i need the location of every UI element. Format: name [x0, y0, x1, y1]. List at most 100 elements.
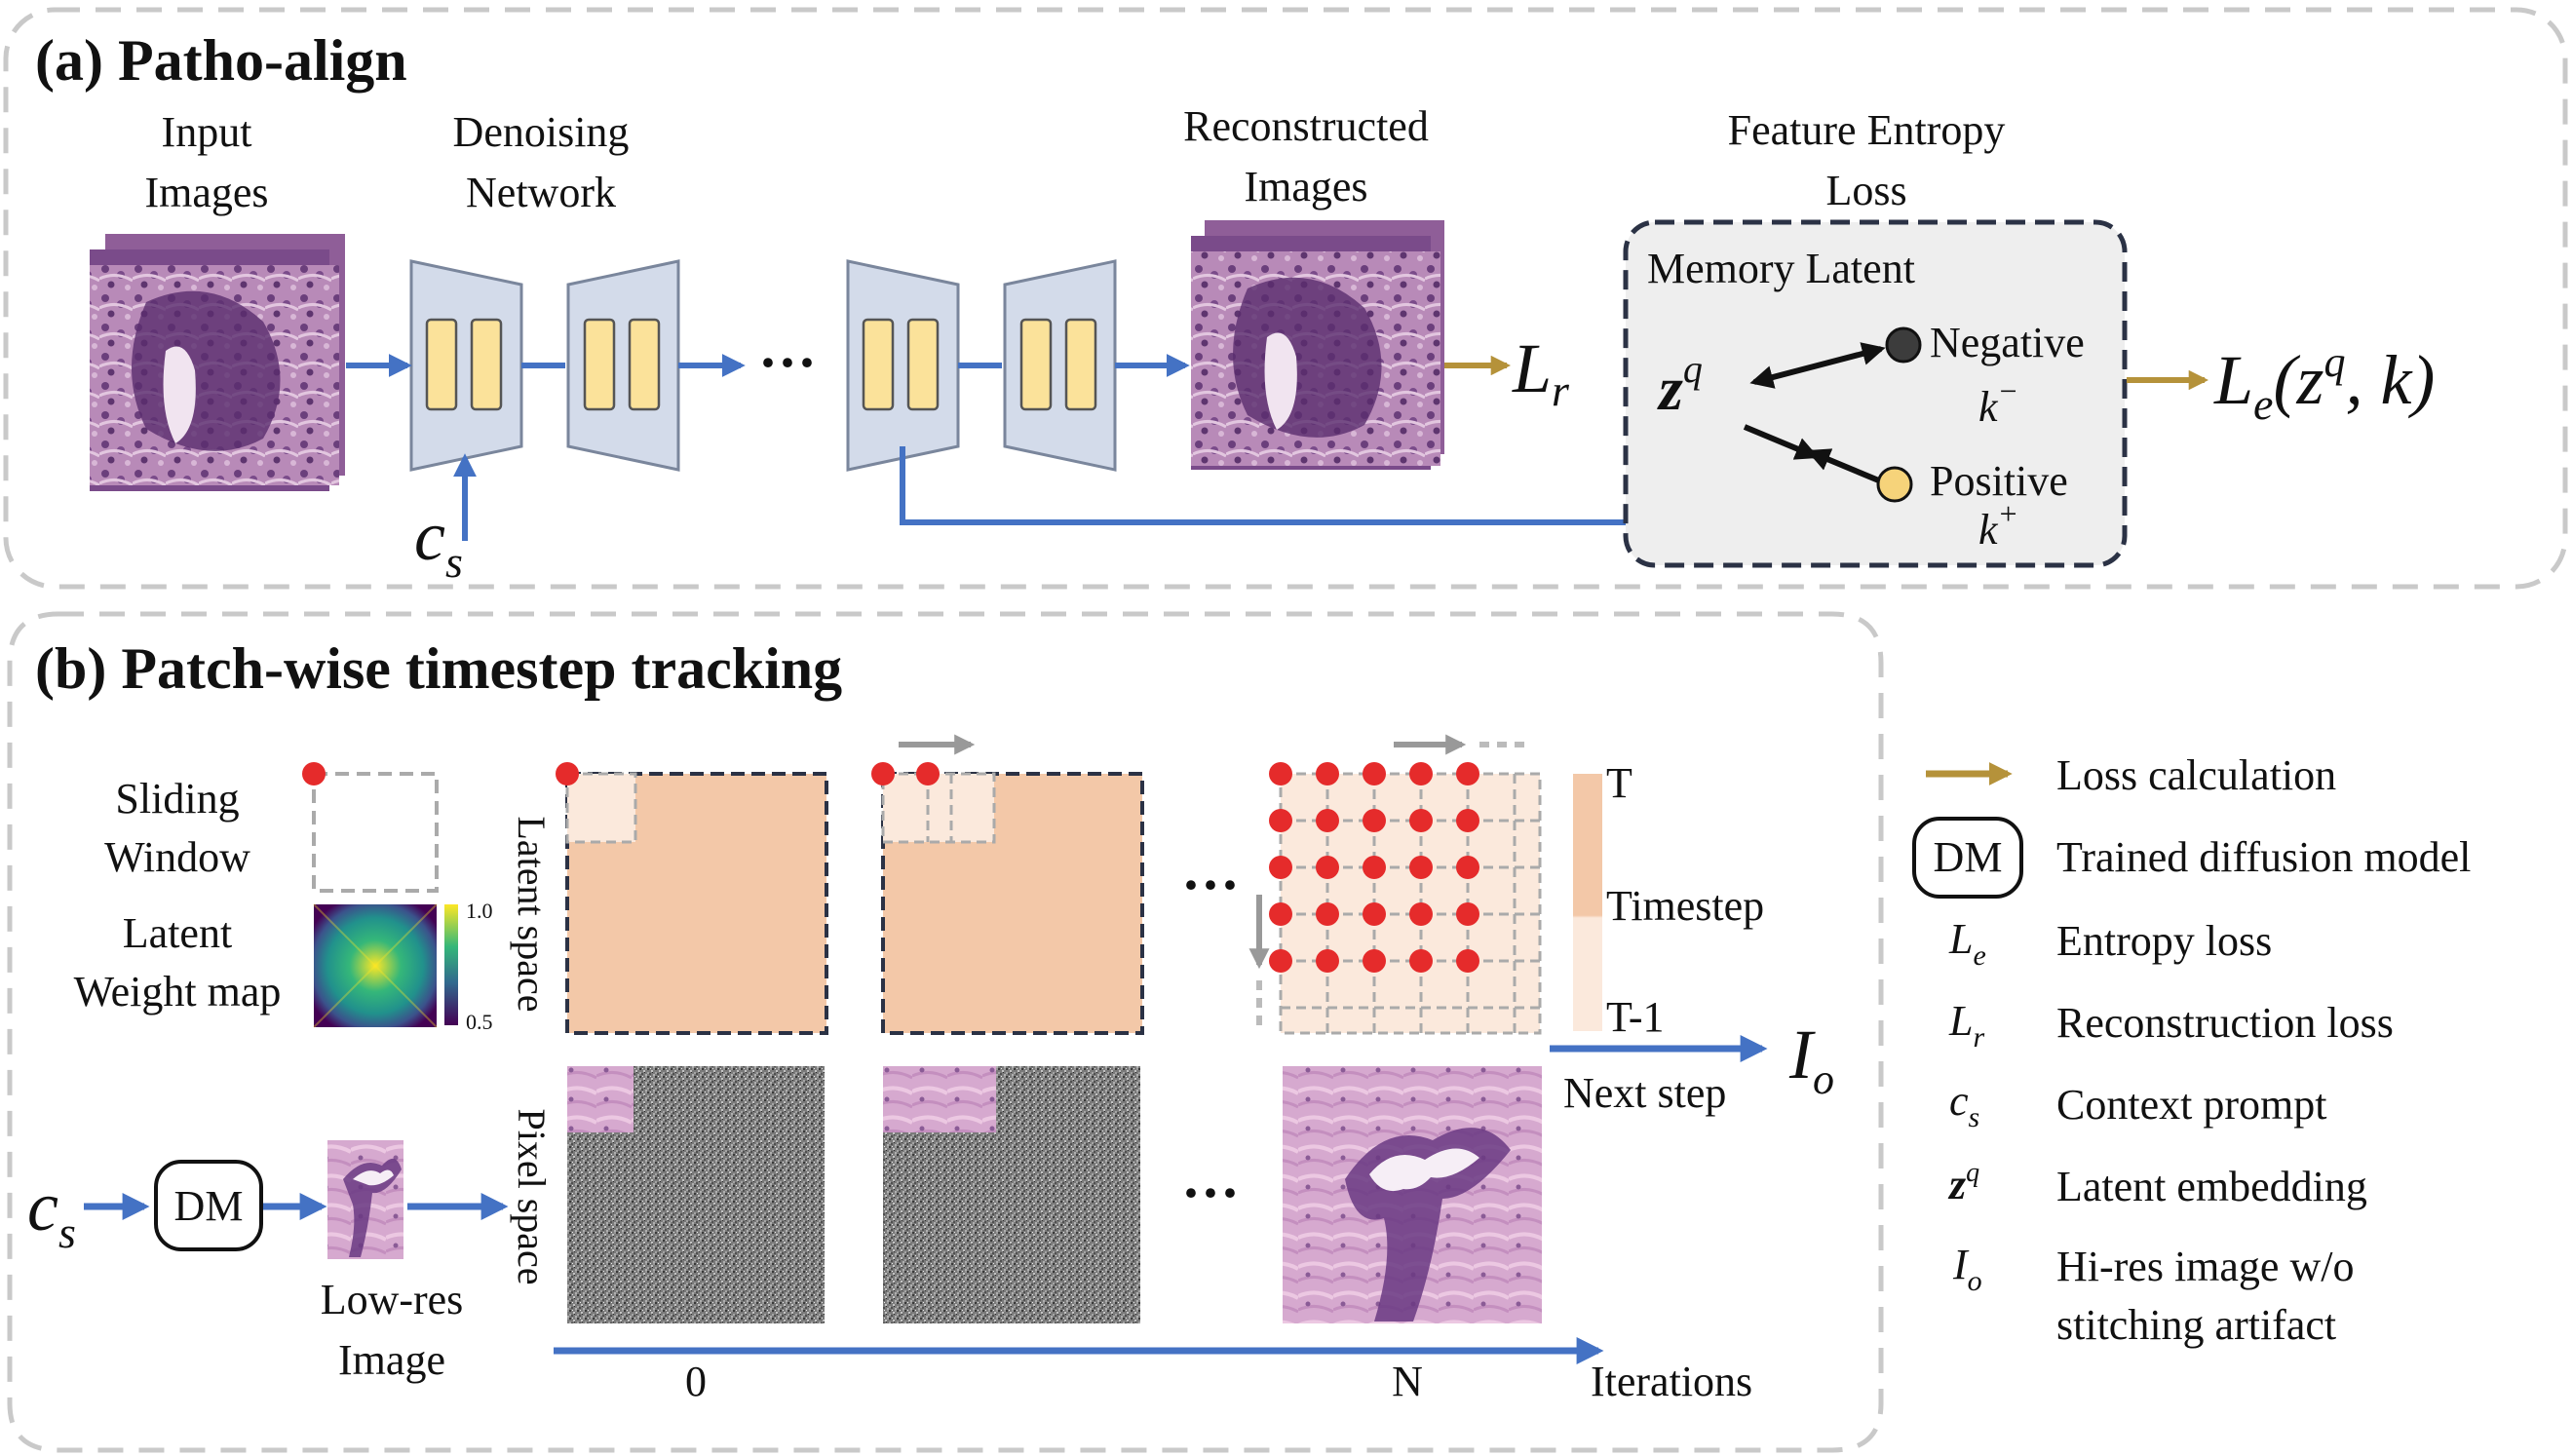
colorbar — [444, 904, 458, 1025]
memory-latent-box — [1623, 219, 2128, 568]
window-origin-dot — [1316, 856, 1339, 879]
encoder-block-2 — [846, 259, 960, 472]
negative-arrow — [1749, 342, 1886, 389]
context-prompt-a: cs — [414, 497, 463, 587]
pixel-ellipsis: ··· — [1181, 1161, 1240, 1225]
window-origin-dot — [1316, 902, 1339, 926]
low-res-image — [327, 1140, 403, 1259]
timestep-bar — [1573, 774, 1602, 1031]
denoising-network-label-2: Network — [466, 169, 616, 216]
input-images-label-2: Images — [144, 169, 268, 216]
legend-le-symbol: Le — [1948, 915, 1986, 972]
negative-k-symbol: k− — [1978, 373, 2018, 431]
pixel-space-label: Pixel space — [510, 1108, 554, 1284]
legend-trained-diffusion-model: Trained diffusion model — [2056, 833, 2471, 881]
window-origin-dot — [1409, 809, 1433, 832]
negative-label: Negative — [1930, 319, 2085, 366]
window-origin-dot — [1316, 809, 1339, 832]
output-image-symbol: Io — [1788, 1015, 1834, 1103]
window-origin-dot — [1269, 949, 1292, 973]
reconstructed-images-label-2: Images — [1244, 163, 1367, 211]
window-origin-dot — [1363, 762, 1386, 785]
legend-entropy-loss: Entropy loss — [2056, 917, 2272, 965]
network-ellipsis: ··· — [758, 330, 817, 395]
axis-start-label: 0 — [685, 1358, 707, 1405]
window-origin-dot — [1316, 762, 1339, 785]
positive-label: Positive — [1930, 457, 2068, 505]
pixel-noise-step-0 — [567, 1066, 825, 1323]
window-origin-dot — [1409, 762, 1433, 785]
reconstructed-images — [1191, 220, 1444, 470]
latent-grid-step-1 — [871, 734, 1144, 1035]
legend-hires-line-1: Hi-res image w/o — [2056, 1243, 2354, 1290]
sliding-window-dot — [302, 762, 326, 785]
positive-k-symbol: k+ — [1978, 496, 2018, 554]
latent-grid-step-0 — [556, 762, 828, 1035]
window-origin-dot — [1456, 762, 1479, 785]
legend-io-symbol: Io — [1952, 1241, 1982, 1297]
colorbar-max: 1.0 — [466, 899, 493, 923]
input-images-label-1: Input — [162, 108, 252, 156]
window-origin-dot — [1456, 856, 1479, 879]
dm-box — [154, 1160, 263, 1251]
panel-a-frame — [3, 7, 2568, 590]
sliding-window-label-1: Sliding — [115, 775, 239, 823]
decoder-block-1 — [566, 259, 680, 472]
window-origin-dot — [1456, 809, 1479, 832]
latent-grid-step-n — [1248, 734, 1542, 1035]
window-origin-dot — [1316, 949, 1339, 973]
axis-end-label: N — [1392, 1358, 1423, 1405]
legend-lr-symbol: Lr — [1948, 997, 1984, 1054]
legend: Loss calculation DM Trained diffusion mo… — [1912, 751, 2471, 1349]
window-origin-dot — [1363, 902, 1386, 926]
next-step-label: Next step — [1563, 1069, 1726, 1117]
negative-dot — [1885, 326, 1922, 364]
window-origin-dot — [1363, 809, 1386, 832]
memory-latent-label: Memory Latent — [1647, 245, 1915, 292]
window-origin-dot — [1269, 902, 1292, 926]
legend-dm-box — [1912, 817, 2023, 899]
weight-map-label-2: Weight map — [74, 968, 282, 1015]
decoder-block-2 — [1003, 259, 1117, 472]
positive-dot — [1876, 466, 1913, 503]
latent-ellipsis: ··· — [1181, 853, 1240, 917]
colorbar-min: 0.5 — [466, 1010, 493, 1034]
input-images — [90, 234, 345, 491]
latent-embedding-symbol: zq — [1657, 347, 1703, 423]
pixel-noise-step-1 — [883, 1066, 1140, 1323]
positive-arrow-out — [1806, 448, 1883, 484]
legend-cs-symbol: cs — [1949, 1077, 1979, 1133]
latent-weight-map — [313, 903, 438, 1028]
timestep-t-label: T — [1606, 759, 1632, 807]
window-origin-dot — [1409, 856, 1433, 879]
panel-a-title: (a) Patho-align — [35, 28, 407, 93]
encoder-block-1 — [409, 259, 523, 472]
window-origin-dot — [1269, 762, 1292, 785]
latent-space-label: Latent space — [510, 817, 554, 1013]
low-res-label-2: Image — [338, 1336, 445, 1384]
panel-b-frame — [7, 611, 1884, 1453]
reconstruction-loss-symbol: Lr — [1512, 329, 1570, 415]
context-prompt-b: cs — [27, 1168, 76, 1257]
legend-context-prompt: Context prompt — [2056, 1081, 2326, 1129]
dm-box-label: DM — [174, 1182, 244, 1230]
sliding-window-label-2: Window — [104, 833, 250, 881]
weight-map-label-1: Latent — [123, 909, 232, 957]
window-origin-dot — [1269, 856, 1292, 879]
legend-hires-line-2: stitching artifact — [2056, 1301, 2336, 1349]
window-origin-dot — [1363, 856, 1386, 879]
high-res-output-image — [1283, 1066, 1542, 1323]
legend-zq-symbol: zq — [1947, 1158, 1979, 1208]
window-origin-dot — [1269, 809, 1292, 832]
legend-dm-label: DM — [1934, 833, 2003, 881]
window-origin-dot — [1409, 902, 1433, 926]
denoising-network-label-1: Denoising — [453, 108, 630, 156]
timestep-label: Timestep — [1606, 882, 1764, 930]
legend-latent-embedding: Latent embedding — [2056, 1163, 2367, 1210]
window-origin-dot — [1456, 949, 1479, 973]
entropy-loss-expression: Le(zq, k) — [2213, 338, 2435, 429]
feature-entropy-label-2: Loss — [1825, 167, 1906, 214]
legend-reconstruction-loss: Reconstruction loss — [2056, 999, 2394, 1047]
sliding-window-box — [312, 772, 439, 893]
